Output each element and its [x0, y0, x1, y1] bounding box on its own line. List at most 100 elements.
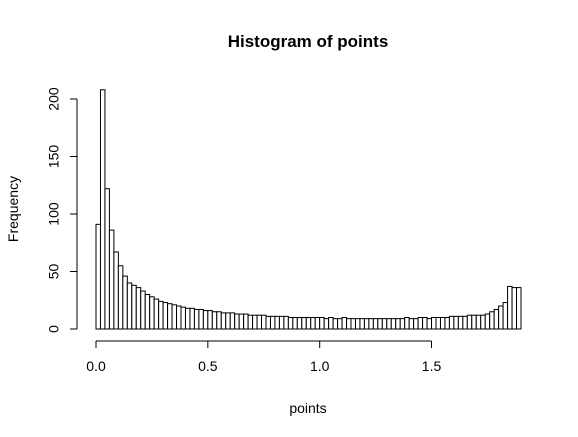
bar: [422, 317, 428, 330]
bar: [117, 265, 124, 330]
bar: [140, 290, 146, 330]
y-tick-label: 50: [46, 264, 62, 280]
bar: [229, 312, 236, 330]
bar: [480, 314, 486, 330]
bar: [368, 318, 374, 330]
bar: [296, 317, 303, 330]
bar: [493, 308, 500, 330]
bar: [104, 188, 110, 330]
bar: [395, 318, 401, 330]
x-tick-label: 0.0: [86, 358, 106, 374]
bar: [471, 314, 477, 330]
bar: [99, 89, 106, 330]
bar: [323, 318, 330, 330]
bar: [363, 318, 370, 330]
bar: [413, 318, 419, 330]
bar: [135, 287, 142, 330]
y-tick-label: 150: [46, 145, 62, 169]
bar: [252, 314, 258, 330]
bar: [189, 307, 195, 330]
bar: [475, 314, 482, 330]
bar: [202, 310, 209, 330]
bar: [310, 317, 316, 330]
chart-title: Histogram of points: [228, 32, 389, 51]
bar: [408, 318, 415, 330]
bar: [346, 318, 352, 330]
bar: [399, 318, 406, 330]
bar: [211, 311, 218, 330]
bar: [265, 315, 271, 330]
bar: [167, 303, 173, 330]
bar: [417, 317, 424, 330]
bar: [287, 317, 294, 330]
bar: [301, 317, 307, 330]
bar: [256, 314, 263, 330]
bar: [444, 317, 450, 330]
bar: [153, 298, 160, 330]
bar: [354, 318, 361, 330]
bar: [314, 317, 321, 330]
bar: [126, 282, 133, 330]
y-tick-label: 200: [46, 87, 62, 111]
bar: [149, 296, 155, 330]
bar: [341, 317, 348, 330]
bar: [328, 317, 334, 330]
bar: [216, 311, 222, 330]
x-axis-label: points: [289, 400, 326, 416]
bar: [274, 315, 280, 330]
y-axis-label: Frequency: [5, 176, 21, 242]
bar: [332, 318, 339, 330]
bar: [448, 315, 455, 330]
bar: [516, 287, 522, 330]
bar: [225, 312, 231, 330]
bar: [466, 314, 473, 330]
bar: [435, 317, 441, 330]
bar: [337, 318, 343, 330]
bar: [462, 315, 468, 330]
bar: [319, 317, 325, 330]
bar: [95, 223, 101, 330]
bar: [292, 317, 298, 330]
bar: [350, 318, 356, 330]
bar: [184, 307, 191, 330]
bar: [122, 275, 128, 330]
bar: [162, 302, 169, 330]
bar: [198, 308, 204, 330]
bar: [431, 317, 437, 330]
bar: [243, 313, 249, 330]
bar: [171, 304, 178, 330]
bar: [359, 318, 365, 330]
bar: [390, 318, 397, 330]
bar: [386, 318, 392, 330]
bar: [193, 308, 200, 330]
bar: [108, 229, 115, 330]
bar: [502, 302, 509, 330]
bar: [489, 311, 495, 330]
bar: [144, 294, 151, 330]
bar: [426, 318, 433, 330]
bar: [234, 313, 240, 330]
bar: [238, 313, 245, 330]
bar: [176, 305, 182, 330]
bar: [372, 318, 379, 330]
bar: [158, 300, 164, 330]
bar: [453, 315, 459, 330]
bar: [247, 314, 254, 330]
x-tick-label: 1.0: [310, 358, 330, 374]
bar: [484, 313, 491, 330]
bar: [180, 306, 186, 330]
x-tick-label: 1.5: [422, 358, 442, 374]
bar: [457, 315, 464, 330]
bar: [131, 284, 137, 330]
bar: [283, 315, 289, 330]
bar: [439, 317, 446, 330]
bar: [498, 305, 504, 330]
bar: [404, 317, 410, 330]
y-tick-label: 0: [46, 325, 62, 333]
bar: [511, 287, 518, 330]
bar: [113, 251, 119, 330]
bar: [507, 285, 513, 330]
bar: [278, 315, 285, 330]
bar: [261, 314, 267, 330]
